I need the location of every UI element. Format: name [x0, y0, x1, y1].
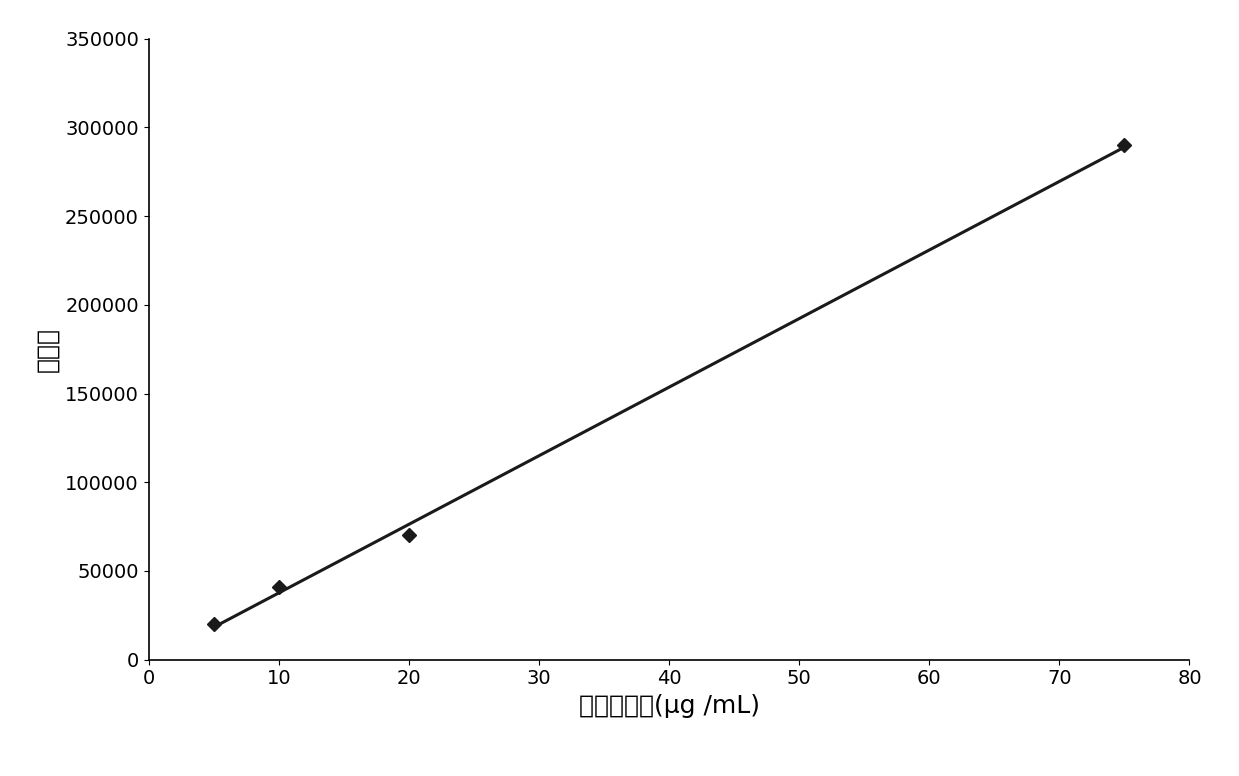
Y-axis label: 峰面积: 峰面积 [36, 327, 59, 372]
X-axis label: 对照品浓度(μg /mL): 对照品浓度(μg /mL) [579, 694, 760, 718]
